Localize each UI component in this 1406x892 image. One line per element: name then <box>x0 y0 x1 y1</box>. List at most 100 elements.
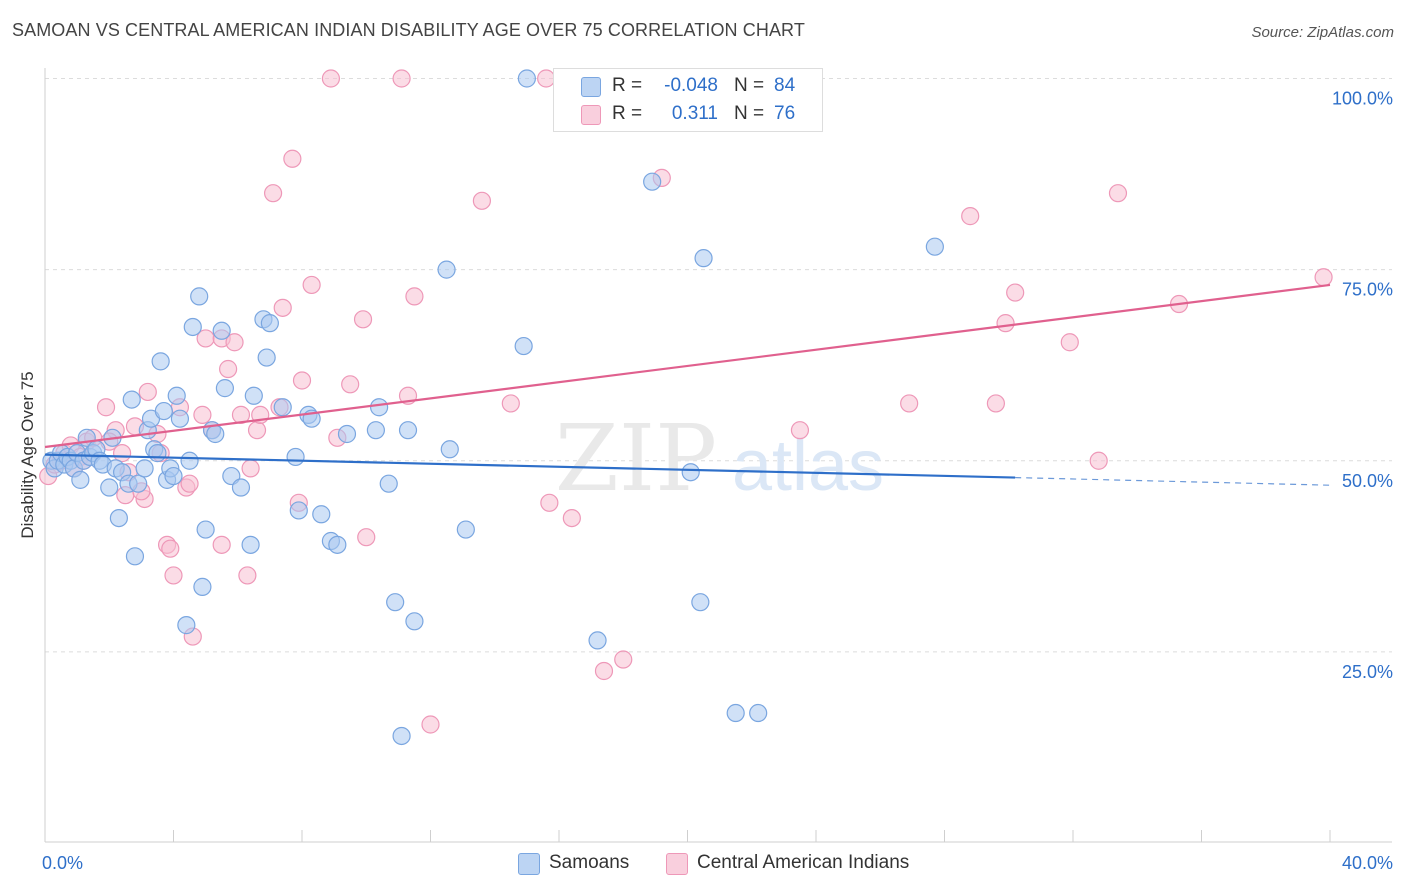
samoan-point <box>337 424 357 444</box>
samoan-point <box>925 237 944 256</box>
cai-point <box>1006 283 1025 302</box>
cai-point <box>594 661 614 681</box>
samoan-point <box>398 421 418 440</box>
cai-point <box>1108 184 1128 203</box>
x-tick-label-max: 40.0% <box>1342 853 1393 873</box>
x-tick-label-min: 0.0% <box>42 853 83 873</box>
samoan-point <box>273 398 292 417</box>
cai-point <box>540 493 559 512</box>
chart-title: SAMOAN VS CENTRAL AMERICAN INDIAN DISABI… <box>12 20 805 40</box>
samoan-point <box>122 390 141 409</box>
legend-row-samoans: R = -0.048 N = 84 <box>554 73 822 99</box>
samoans-trend-extension <box>1015 476 1331 486</box>
samoan-point <box>437 260 456 279</box>
samoan-point <box>691 593 710 612</box>
cai-point <box>225 333 244 352</box>
samoan-point <box>681 463 700 482</box>
cai-point <box>1060 333 1079 352</box>
samoans-legend-label: Samoans <box>549 852 630 873</box>
cai-point <box>1089 451 1108 470</box>
samoan-point <box>312 505 331 524</box>
cai-point <box>614 650 633 669</box>
samoan-point <box>206 424 225 444</box>
samoan-point <box>183 317 202 337</box>
cai-point <box>961 207 980 226</box>
cai-point <box>472 191 491 210</box>
cai-point <box>180 474 199 493</box>
cai-point <box>421 715 440 734</box>
samoan-point <box>215 379 234 398</box>
cai-point <box>341 375 360 394</box>
watermark-zip: ZIP <box>555 405 717 512</box>
samoans-r-value: -0.048 <box>664 75 718 96</box>
cai-point <box>790 421 810 440</box>
samoan-point <box>514 336 533 356</box>
samoan-point <box>392 726 411 746</box>
cai-n-value: 76 <box>774 103 796 124</box>
samoan-point <box>289 501 308 520</box>
cai-point <box>392 69 411 88</box>
watermark-atlas: atlas <box>732 426 884 506</box>
cai-point <box>501 394 520 413</box>
cai-point <box>353 310 373 329</box>
samoans-n-value: 84 <box>774 75 796 96</box>
cai-n-label: N = <box>734 103 765 124</box>
samoan-point <box>180 451 199 470</box>
y-tick-label: 75.0% <box>1342 280 1393 300</box>
cai-point <box>283 149 302 168</box>
samoan-point <box>366 421 385 440</box>
cai-point <box>900 394 919 413</box>
samoans-trend-line <box>44 453 1016 479</box>
samoan-point <box>456 520 475 539</box>
samoan-point <box>190 287 209 306</box>
samoan-point <box>257 348 276 367</box>
samoan-point <box>212 321 231 340</box>
samoan-point <box>517 69 536 88</box>
cai-point <box>212 535 231 554</box>
samoan-point <box>694 249 713 268</box>
cai-point <box>241 459 260 478</box>
samoan-point <box>71 470 90 489</box>
cai-point <box>357 528 376 547</box>
cai-point <box>161 539 180 558</box>
y-tick-label: 50.0% <box>1342 471 1393 491</box>
correlation-legend: R = -0.048 N = 84 R = 0.311 N = 76 <box>553 68 823 132</box>
samoan-point <box>148 444 167 463</box>
cai-point <box>238 566 257 585</box>
cai-legend-label: Central American Indians <box>697 852 910 873</box>
samoan-point <box>151 352 170 371</box>
samoan-point <box>167 386 186 405</box>
cai-trend-line <box>44 283 1331 449</box>
cai-point <box>247 421 267 440</box>
samoan-point <box>135 459 154 478</box>
samoan-point <box>241 535 260 554</box>
samoan-point <box>379 474 398 493</box>
samoan-point <box>260 314 279 333</box>
cai-point <box>96 398 116 417</box>
y-axis-label: Disability Age Over 75 <box>18 371 37 539</box>
samoan-point <box>196 520 215 539</box>
cai-point <box>263 184 283 203</box>
samoan-point <box>749 703 768 723</box>
samoans-r-label: R = <box>612 75 643 96</box>
y-tick-label: 25.0% <box>1342 662 1393 682</box>
samoan-point <box>231 478 251 497</box>
cai-legend-swatch <box>666 853 688 875</box>
samoan-point <box>588 631 607 650</box>
samoan-point <box>193 577 212 596</box>
samoan-point <box>100 478 119 497</box>
cai-point <box>193 405 212 424</box>
samoan-point <box>109 508 128 528</box>
samoan-point <box>164 466 183 486</box>
samoan-point <box>170 409 190 428</box>
samoan-point <box>440 440 459 459</box>
samoan-point <box>286 447 305 467</box>
samoan-point <box>154 401 173 421</box>
samoan-point <box>177 616 196 635</box>
cai-swatch <box>581 105 601 125</box>
samoan-point <box>386 593 405 612</box>
cai-point <box>996 314 1015 333</box>
source-credit: Source: ZipAtlas.com <box>1251 24 1394 41</box>
samoan-point <box>125 547 145 566</box>
